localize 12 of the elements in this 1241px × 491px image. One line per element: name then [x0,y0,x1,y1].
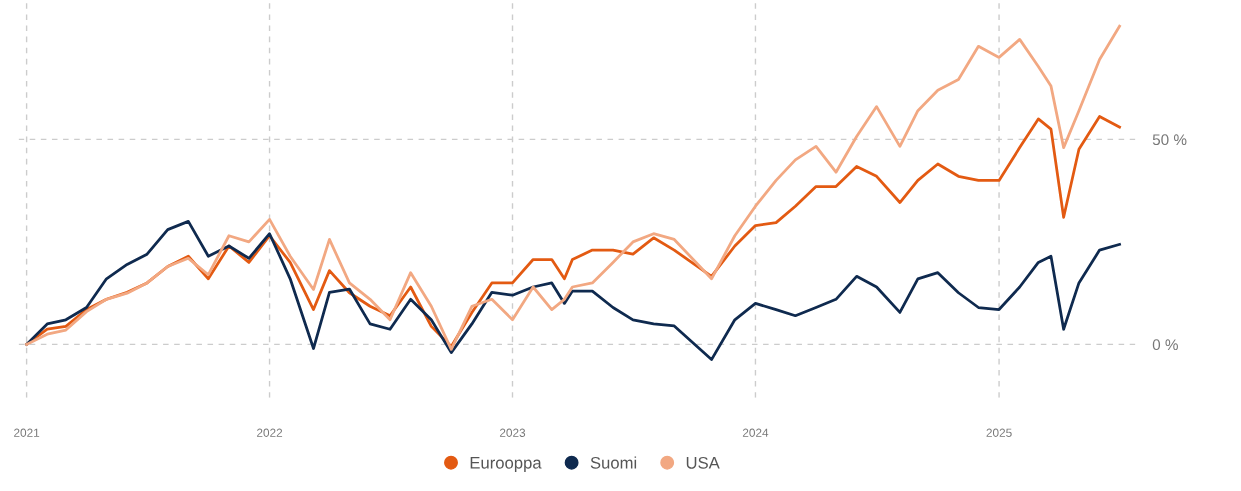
x-tick-label: 2024 [742,428,769,437]
legend-label: Suomi [590,456,637,469]
line-series [25,24,1121,351]
y-tick-label: 50 % [1152,134,1187,146]
x-tick-label: 2021 [14,428,40,437]
legend-label: Eurooppa [470,457,542,472]
line-series [25,220,1121,361]
x-tick-label: 2022 [257,428,283,437]
x-tick-label: 2023 [499,428,526,437]
y-tick-label: 0 % [1152,339,1178,351]
x-tick-label: 2025 [986,428,1012,437]
legend-label: USA [686,456,720,469]
